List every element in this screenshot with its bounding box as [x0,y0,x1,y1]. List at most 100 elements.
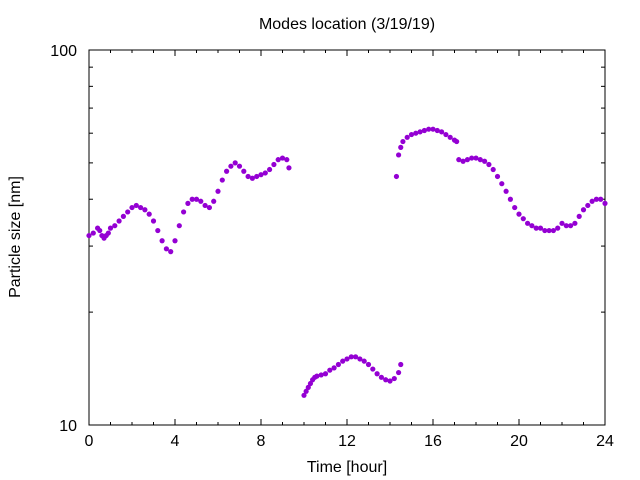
data-point [559,220,565,226]
data-point [507,196,513,202]
data-point [482,158,488,164]
data-point [393,173,400,180]
data-point [163,246,169,252]
data-point [219,177,225,183]
data-point [430,126,436,132]
data-point [322,371,329,377]
data-point [228,163,234,169]
data-point [254,173,260,180]
data-point [520,216,526,222]
data-point [284,157,290,163]
data-point [408,131,415,138]
data-points [86,126,608,398]
data-point [572,220,578,226]
data-point [206,204,212,211]
data-point [421,127,427,134]
data-point [133,202,139,209]
data-point [318,372,324,378]
x-tick-label: 24 [596,433,614,450]
data-point [589,198,595,204]
data-point [168,249,174,255]
data-point [125,209,131,215]
data-point [439,129,445,135]
data-point [189,196,195,202]
data-point [236,163,243,169]
data-point [563,223,569,229]
data-point [198,198,204,204]
data-point [486,161,492,168]
data-point [426,126,432,132]
data-point [529,223,535,229]
data-point [568,223,574,229]
data-point [159,238,165,244]
data-point [120,213,126,219]
data-point [374,371,380,377]
data-point [150,218,157,224]
data-point [331,365,337,371]
data-point [550,227,557,234]
data-point [469,155,475,161]
data-point [542,227,548,234]
data-point [344,356,350,362]
y-axis-label: Particle size [nm] [7,176,24,298]
data-point [477,157,483,163]
data-point [396,152,402,158]
data-point [516,211,522,217]
data-point [404,134,410,140]
data-point [499,181,505,187]
data-point [258,172,264,178]
data-point [303,388,309,394]
data-point [546,227,552,234]
data-point [387,378,393,384]
y-axis-ticks: 10 100 [50,43,605,435]
data-point [279,155,286,161]
data-point [262,170,268,176]
data-point [86,232,92,239]
data-point [353,354,359,360]
data-point [97,227,103,234]
data-point [490,166,496,173]
data-point [301,392,307,398]
data-point [146,211,152,217]
data-point [241,168,247,174]
data-point [286,165,292,171]
x-tick-label: 20 [510,433,528,450]
x-axis-label: Time [hour] [307,459,387,476]
data-point [181,209,187,215]
data-point [460,158,466,164]
data-point [202,202,208,209]
data-point [456,157,462,163]
data-point [348,354,354,360]
plot-frame [88,49,606,426]
data-point [215,188,221,194]
data-point [473,155,479,161]
data-point [602,200,608,206]
data-point [580,207,587,213]
data-point [267,166,273,173]
data-point [417,129,423,135]
data-point [533,225,539,231]
data-point [105,230,111,236]
data-point [443,131,449,138]
data-point [90,230,96,236]
data-point [314,373,320,379]
data-point [537,225,544,231]
data-point [327,367,333,373]
x-axis-ticks: 0 4 8 12 16 20 24 [85,50,614,450]
x-tick-label: 16 [424,433,442,450]
data-point [400,138,406,145]
data-point [398,361,404,368]
data-point [232,160,238,166]
data-point [464,157,470,163]
data-point [585,202,591,209]
data-point [370,366,376,372]
x-tick-label: 12 [338,433,356,450]
minor-ticks [89,50,605,425]
data-point [512,204,518,211]
x-tick-label: 8 [257,433,266,450]
data-point [155,227,161,234]
data-point [224,168,230,174]
data-point [396,369,402,376]
data-point [447,134,453,140]
